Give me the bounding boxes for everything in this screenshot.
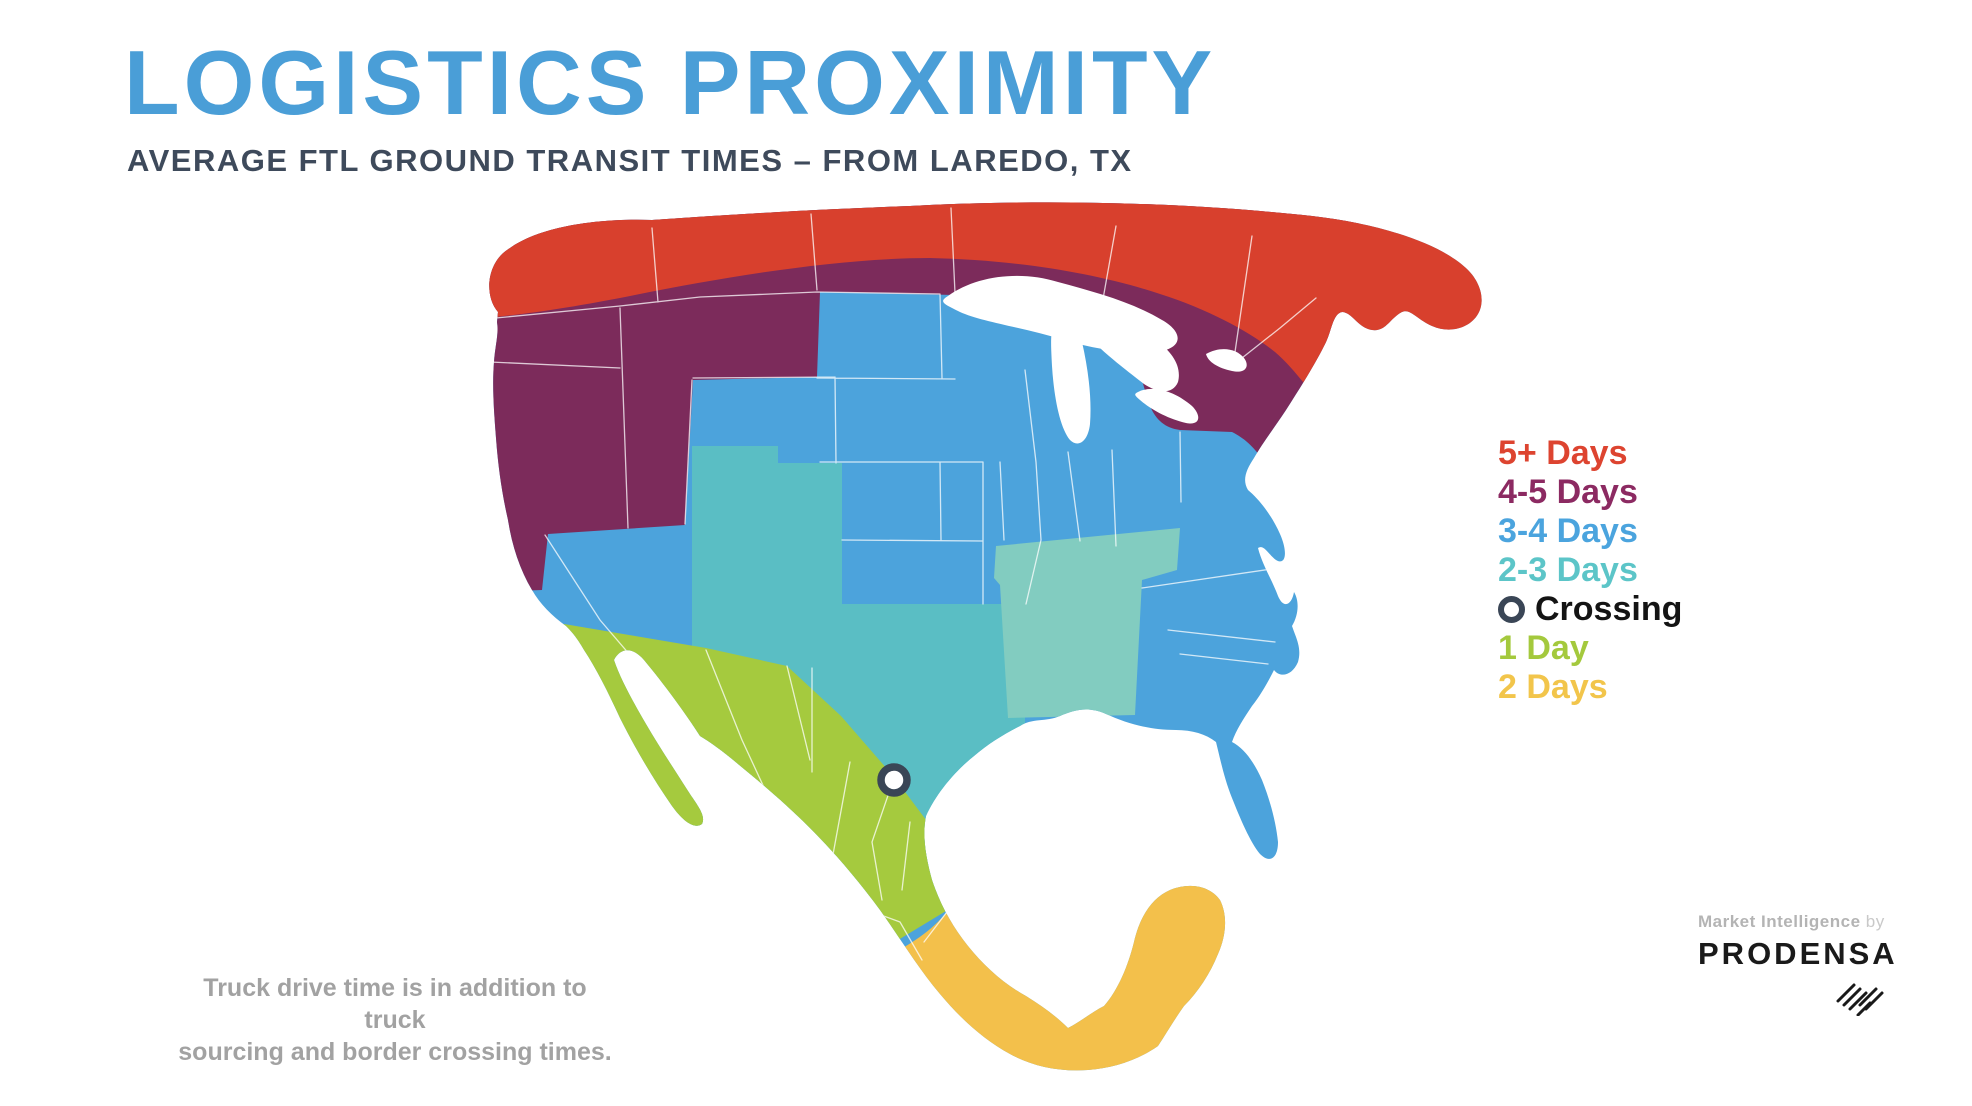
legend-item-3-4-days: 3-4 Days [1498,512,1682,551]
footnote-line-1: Truck drive time is in addition to truck [203,974,587,1034]
legend-label: 2-3 Days [1498,551,1638,589]
zone-4-5-days [489,202,1360,592]
legend-label: 1 Day [1498,629,1589,667]
transit-map-svg [489,202,1482,1071]
crossing-marker [877,763,911,797]
legend-label: 3-4 Days [1498,512,1638,550]
legend-label: 4-5 Days [1498,473,1638,511]
page-title: LOGISTICS PROXIMITY [124,33,1217,134]
lake-huron [1089,323,1179,392]
transit-time-legend: 5+ Days 4-5 Days 3-4 Days 2-3 Days Cross… [1498,434,1682,707]
legend-item-4-5-days: 4-5 Days [1498,473,1682,512]
brand-company-name: PRODENSA [1698,936,1898,971]
state-borders [489,207,1317,961]
brand-tagline-bold: Market Intelligence [1698,912,1861,931]
north-america-transit-map [480,200,1500,1080]
brand-tagline: Market Intelligence by [1698,912,1898,932]
brand-tagline-by: by [1865,912,1885,931]
lake-ontario [1206,349,1247,372]
footnote-line-2: sourcing and border crossing times. [178,1038,612,1066]
crossing-ring-icon [1498,596,1525,623]
legend-item-5-plus-days: 5+ Days [1498,434,1682,473]
prodensa-hatch-icon [1836,983,1884,1016]
zone-2-3-days-light [994,528,1180,718]
lake-erie [1135,388,1199,424]
legend-label: Crossing [1535,590,1683,628]
legend-item-crossing: Crossing [1498,590,1682,629]
prodensa-branding: Market Intelligence by PRODENSA [1698,912,1898,1016]
legend-item-2-3-days: 2-3 Days [1498,551,1682,590]
legend-label: 5+ Days [1498,434,1628,472]
zone-5-plus-days [489,202,1482,452]
legend-item-2-days: 2 Days [1498,668,1682,707]
legend-item-1-day: 1 Day [1498,629,1682,668]
page-subtitle: AVERAGE FTL GROUND TRANSIT TIMES – FROM … [127,143,1133,178]
lake-michigan [1051,322,1091,444]
footnote: Truck drive time is in addition to truck… [172,972,618,1068]
great-lakes [943,275,1247,444]
legend-label: 2 Days [1498,668,1608,706]
